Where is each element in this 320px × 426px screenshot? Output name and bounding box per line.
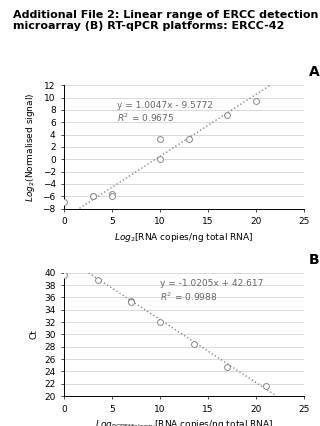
- Text: y = 1.0047x - 9.5772
$R^2$ = 0.9675: y = 1.0047x - 9.5772 $R^2$ = 0.9675: [117, 101, 213, 124]
- Point: [129, 297, 134, 304]
- X-axis label: $Log_2$[RNA copies/ng total RNA]: $Log_2$[RNA copies/ng total RNA]: [114, 231, 254, 245]
- Point: [157, 319, 163, 325]
- Point: [61, 199, 67, 206]
- Text: y = -1.0205x + 42.617
$R^2$ = 0.9988: y = -1.0205x + 42.617 $R^2$ = 0.9988: [160, 279, 263, 302]
- Point: [191, 340, 196, 347]
- Text: Additional File 2: Linear range of ERCC detection (A)
microarray (B) RT-qPCR pla: Additional File 2: Linear range of ERCC …: [13, 10, 320, 32]
- Text: A: A: [309, 65, 320, 79]
- Y-axis label: Ct: Ct: [30, 330, 39, 340]
- Point: [109, 193, 115, 200]
- Point: [61, 271, 67, 278]
- Point: [129, 298, 134, 305]
- Text: B: B: [309, 253, 319, 267]
- Point: [157, 156, 163, 163]
- Point: [95, 277, 100, 284]
- Point: [225, 112, 230, 118]
- Point: [263, 383, 268, 390]
- Point: [225, 363, 230, 370]
- Y-axis label: $Log_2$(Normalised signal): $Log_2$(Normalised signal): [24, 92, 37, 201]
- Point: [90, 193, 95, 200]
- Point: [157, 135, 163, 142]
- Point: [90, 193, 95, 200]
- X-axis label: $Log_{\mathrm{PCREfficiency}}$[RNA copies/ng total RNA]: $Log_{\mathrm{PCREfficiency}}$[RNA copie…: [95, 419, 273, 426]
- Point: [253, 98, 259, 105]
- Point: [186, 136, 191, 143]
- Point: [109, 191, 115, 198]
